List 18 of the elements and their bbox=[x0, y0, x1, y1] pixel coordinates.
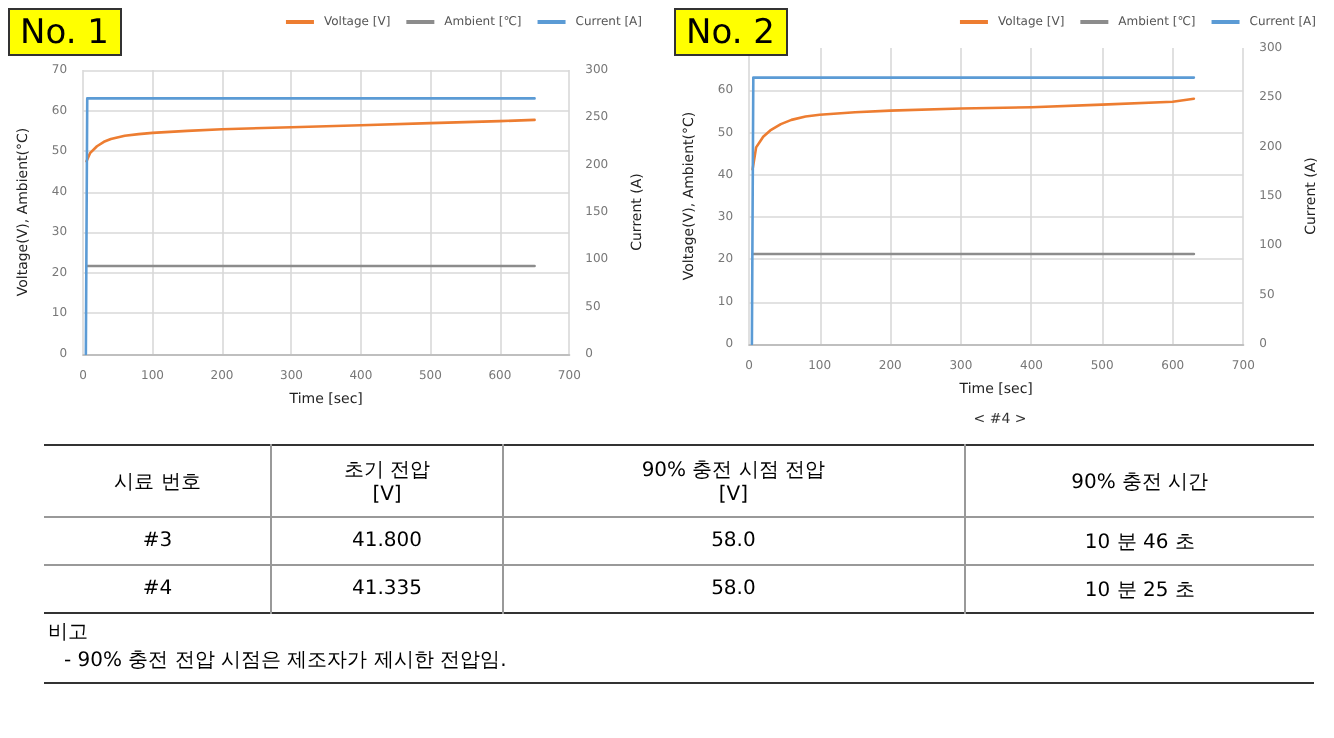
text: 41.335 bbox=[271, 565, 503, 613]
text: 초기 전압 [V] bbox=[271, 445, 503, 517]
text: 10 분 25 초 bbox=[964, 565, 1314, 613]
text: #3 bbox=[140, 528, 175, 556]
text: #4 bbox=[140, 576, 175, 604]
text: 58.0 bbox=[502, 517, 965, 565]
chart-title: No. 2 bbox=[686, 13, 775, 53]
line-series bbox=[85, 118, 536, 163]
text: - 90% 충전 전압 시점은 제조자가 제시한 전압임. bbox=[62, 648, 509, 676]
text: 90% 충전 시점 전압 [V] bbox=[502, 445, 965, 517]
line-series bbox=[751, 97, 1196, 171]
text: 41.800 bbox=[271, 517, 503, 565]
text: 10 분 46 초 bbox=[964, 517, 1314, 565]
text: 90% 충전 시간 bbox=[964, 445, 1314, 517]
text: 58.0 bbox=[502, 565, 965, 613]
text: 비고 bbox=[46, 620, 90, 648]
text: 시료 번호 bbox=[112, 469, 203, 497]
chart-title: No. 1 bbox=[20, 13, 109, 53]
